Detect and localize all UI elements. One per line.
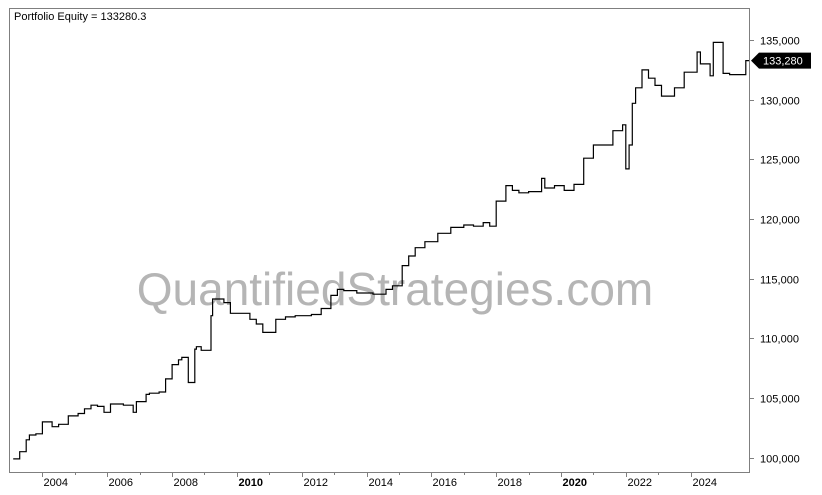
y-tick-label: 125,000 [760,155,800,167]
y-tick-label: 120,000 [760,215,800,227]
equity-line [13,41,749,460]
x-tick-label: 2020 [563,477,587,489]
last-value-badge: 133,280 [751,52,811,69]
y-tick-label: 110,000 [760,334,799,346]
last-value-label: 133,280 [763,56,803,68]
x-tick-label: 2016 [433,477,457,489]
x-tick-label: 2006 [109,477,133,489]
x-tick-label: 2010 [239,477,263,489]
x-axis: 2004 2006 2008 2010 2012 2014 2016 2018 2020 2022… [42,472,717,489]
y-tick-label: 130,000 [760,96,800,108]
y-tick-label: 135,000 [760,36,800,48]
y-axis: 100,000 105,000 110,000 115,000 120,000 125,0… [749,36,800,466]
x-tick-label: 2012 [304,477,328,489]
last-value-badge-shape [751,52,811,69]
x-tick-label: 2022 [628,477,652,489]
y-tick-label: 105,000 [760,394,800,406]
x-tick-label: 2004 [44,477,68,489]
y-tick-label: 115,000 [760,275,799,287]
plot-frame [9,8,750,473]
y-tick-label: 100,000 [760,454,800,466]
x-tick-label: 2018 [498,477,522,489]
series-layer [13,41,749,460]
watermark-text: QuantifiedStrategies.com [137,263,654,315]
x-tick-label: 2024 [693,477,717,489]
x-tick-label: 2008 [174,477,198,489]
x-tick-label: 2014 [369,477,393,489]
chart-title: Portfolio Equity = 133280.3 [14,11,146,23]
